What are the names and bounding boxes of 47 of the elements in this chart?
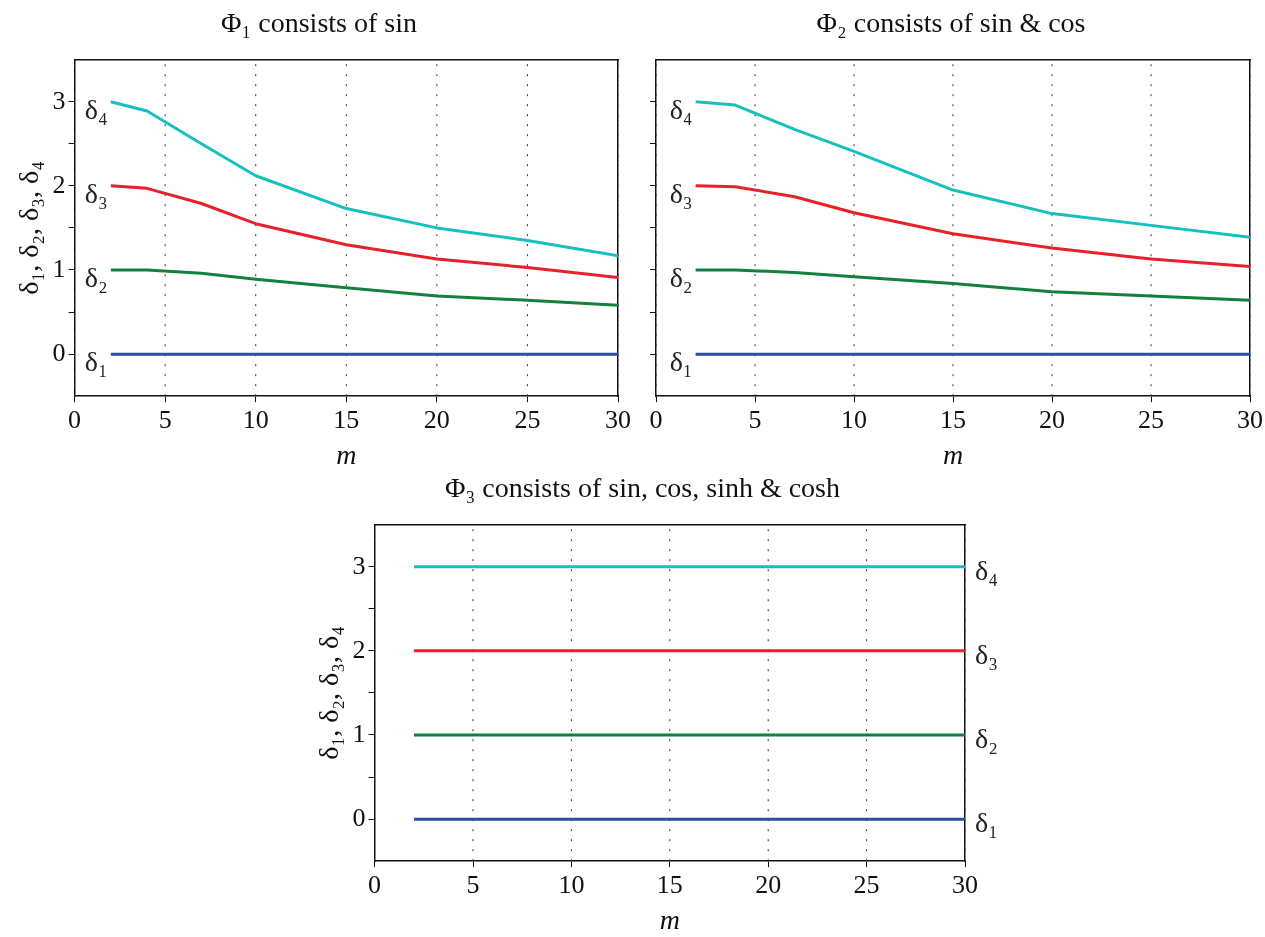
- series-label: δ₄: [975, 555, 998, 587]
- chart-title: Φ₂ consists of sin & cos: [816, 7, 1086, 39]
- x-tick-label: 25: [1138, 404, 1164, 434]
- x-tick-label: 30: [605, 404, 631, 434]
- x-axis-title: m: [942, 438, 964, 470]
- x-tick-label: 20: [755, 869, 782, 899]
- y-axis-title: δ₁, δ₂, δ₃, δ₄: [313, 625, 345, 760]
- x-axis-title: m: [659, 903, 680, 935]
- x-tick-label: 10: [841, 404, 867, 434]
- y-tick-label: 1: [352, 718, 366, 748]
- x-tick-label: 15: [333, 404, 360, 434]
- y-tick-label: 2: [352, 634, 366, 664]
- series-label: δ₃: [975, 639, 998, 671]
- x-tick-label: 20: [423, 404, 450, 434]
- x-tick-label: 25: [853, 869, 880, 899]
- y-axis-title: δ₁, δ₂, δ₃, δ₄: [13, 160, 45, 295]
- y-tick-label: 0: [352, 802, 366, 832]
- x-tick-label: 15: [940, 404, 966, 434]
- series-label: δ₃: [669, 178, 693, 210]
- chart-title: Φ₁ consists of sin: [221, 7, 417, 39]
- x-tick-label: 10: [558, 869, 585, 899]
- x-tick-label: 5: [158, 404, 172, 434]
- x-tick-label: 5: [748, 404, 762, 434]
- x-tick-label: 15: [656, 869, 683, 899]
- x-tick-label: 30: [1237, 404, 1263, 434]
- series-label: δ₁: [975, 807, 998, 839]
- x-tick-label: 5: [466, 869, 480, 899]
- y-tick-label: 2: [52, 169, 66, 199]
- y-tick-label: 3: [352, 550, 366, 580]
- x-tick-label: 25: [514, 404, 541, 434]
- x-tick-label: 0: [649, 404, 663, 434]
- x-axis-title: m: [336, 438, 357, 470]
- y-tick-label: 3: [52, 85, 66, 115]
- chart-title: Φ₃ consists of sin, cos, sinh & cosh: [444, 472, 841, 504]
- series-label: δ₂: [84, 262, 108, 294]
- x-tick-label: 30: [952, 869, 978, 899]
- y-tick-label: 0: [52, 337, 66, 367]
- series-label: δ₁: [84, 346, 108, 378]
- series-label: δ₁: [669, 346, 693, 378]
- series-label: δ₂: [975, 723, 998, 755]
- series-label: δ₄: [669, 94, 693, 126]
- y-tick-label: 1: [52, 253, 66, 283]
- series-label: δ₄: [84, 94, 108, 126]
- series-label: δ₂: [669, 262, 693, 294]
- x-tick-label: 20: [1039, 404, 1065, 434]
- x-tick-label: 10: [242, 404, 269, 434]
- series-label: δ₃: [84, 178, 108, 210]
